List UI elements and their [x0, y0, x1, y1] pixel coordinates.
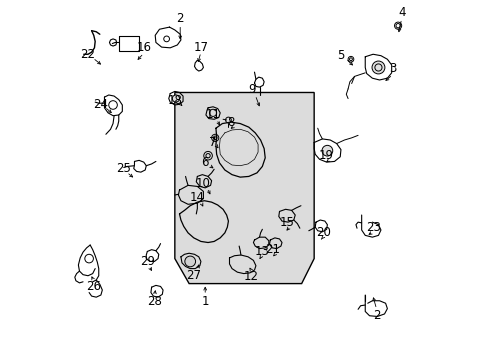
- Text: 2: 2: [176, 12, 183, 25]
- Text: 11: 11: [205, 108, 221, 121]
- Text: 15: 15: [279, 216, 294, 229]
- Text: 9: 9: [247, 84, 255, 96]
- Text: 6: 6: [201, 156, 208, 168]
- Text: 1: 1: [201, 295, 208, 308]
- Text: 2: 2: [372, 309, 380, 322]
- Circle shape: [371, 61, 384, 74]
- Text: 27: 27: [186, 269, 201, 282]
- Circle shape: [172, 95, 179, 102]
- Text: 4: 4: [397, 6, 405, 19]
- Text: 18: 18: [167, 94, 182, 107]
- Text: 26: 26: [86, 280, 101, 293]
- Circle shape: [322, 145, 332, 156]
- Text: 21: 21: [265, 243, 280, 256]
- Text: 14: 14: [189, 191, 204, 204]
- Text: 7: 7: [208, 136, 216, 149]
- Text: 5: 5: [337, 49, 344, 62]
- Text: 13: 13: [254, 245, 268, 258]
- Text: 28: 28: [147, 295, 162, 308]
- Text: 24: 24: [93, 98, 108, 111]
- Text: 8: 8: [227, 116, 234, 129]
- Circle shape: [184, 256, 195, 267]
- Text: 12: 12: [244, 270, 259, 283]
- Polygon shape: [175, 93, 313, 284]
- Text: 23: 23: [365, 221, 380, 234]
- Text: 25: 25: [116, 162, 131, 175]
- Text: 17: 17: [193, 41, 208, 54]
- Text: 16: 16: [136, 41, 151, 54]
- Text: 22: 22: [81, 48, 95, 61]
- Text: 10: 10: [196, 177, 210, 190]
- Text: 3: 3: [388, 62, 396, 75]
- Text: 20: 20: [315, 226, 330, 239]
- Text: 29: 29: [140, 255, 155, 268]
- Text: 19: 19: [318, 149, 333, 162]
